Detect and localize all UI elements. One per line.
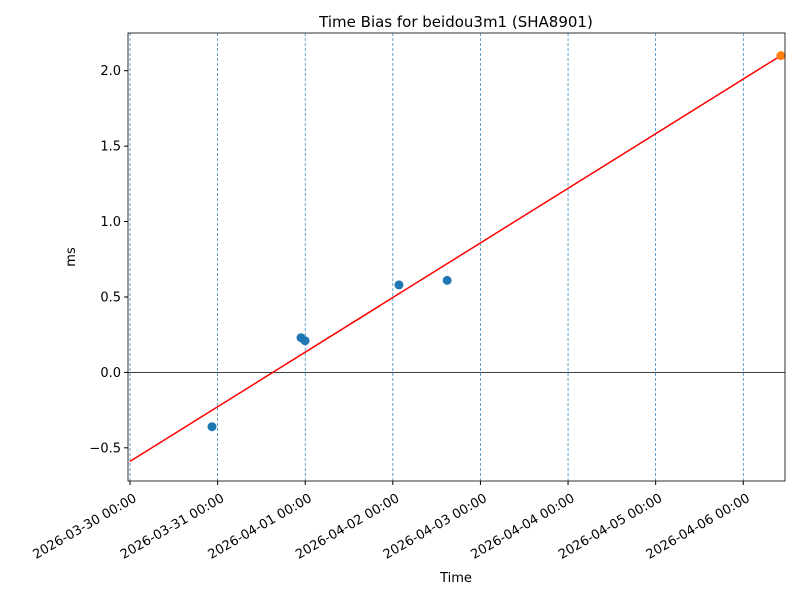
chart-title: Time Bias for beidou3m1 (SHA8901) — [318, 13, 593, 31]
point — [207, 422, 217, 432]
point — [442, 275, 452, 285]
y-tick-label: 1.5 — [100, 140, 121, 155]
plot-frame — [127, 32, 786, 482]
y-tick-label: 2.0 — [100, 64, 121, 79]
fit-line — [129, 54, 782, 463]
x-axis-label: Time — [439, 571, 472, 586]
point — [300, 336, 310, 346]
y-tick-label: −0.5 — [89, 441, 121, 456]
point — [776, 51, 786, 61]
point — [394, 280, 404, 290]
y-tick-label: 0.0 — [100, 366, 121, 381]
y-axis-label: ms — [64, 247, 79, 267]
y-tick-label: 0.5 — [100, 290, 121, 305]
y-tick-label: 1.0 — [100, 215, 121, 230]
